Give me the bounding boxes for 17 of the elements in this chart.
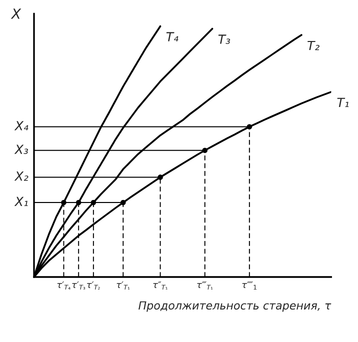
x-tick-label: τ′$_{T₁}$ [116, 281, 130, 290]
y-axis-title: X [10, 8, 22, 19]
x-tick-label: τ′$_{T₂}$ [87, 281, 100, 290]
x-tick-label: τ⁗$_{1}$ [242, 281, 256, 290]
x-tick-label: τ″$_{T₁}$ [153, 281, 168, 290]
series-label: T₁ [337, 98, 349, 108]
series-label: X₄ [14, 121, 28, 130]
x-tick-label: τ′$_{T₄}$ [57, 281, 70, 290]
x-axis-title: Продолжительность старения, τ [138, 301, 332, 312]
series-label: T₂ [308, 40, 320, 50]
x-tick-label: τ‴$_{T₁}$ [197, 281, 213, 290]
series-label: X₁ [14, 196, 28, 206]
series-label: T₃ [218, 34, 230, 44]
series-label: X₃ [14, 144, 28, 154]
series-label: X₂ [14, 172, 28, 181]
x-tick-label: τ′$_{T₃}$ [72, 281, 86, 290]
series-label: T₄ [166, 32, 178, 42]
